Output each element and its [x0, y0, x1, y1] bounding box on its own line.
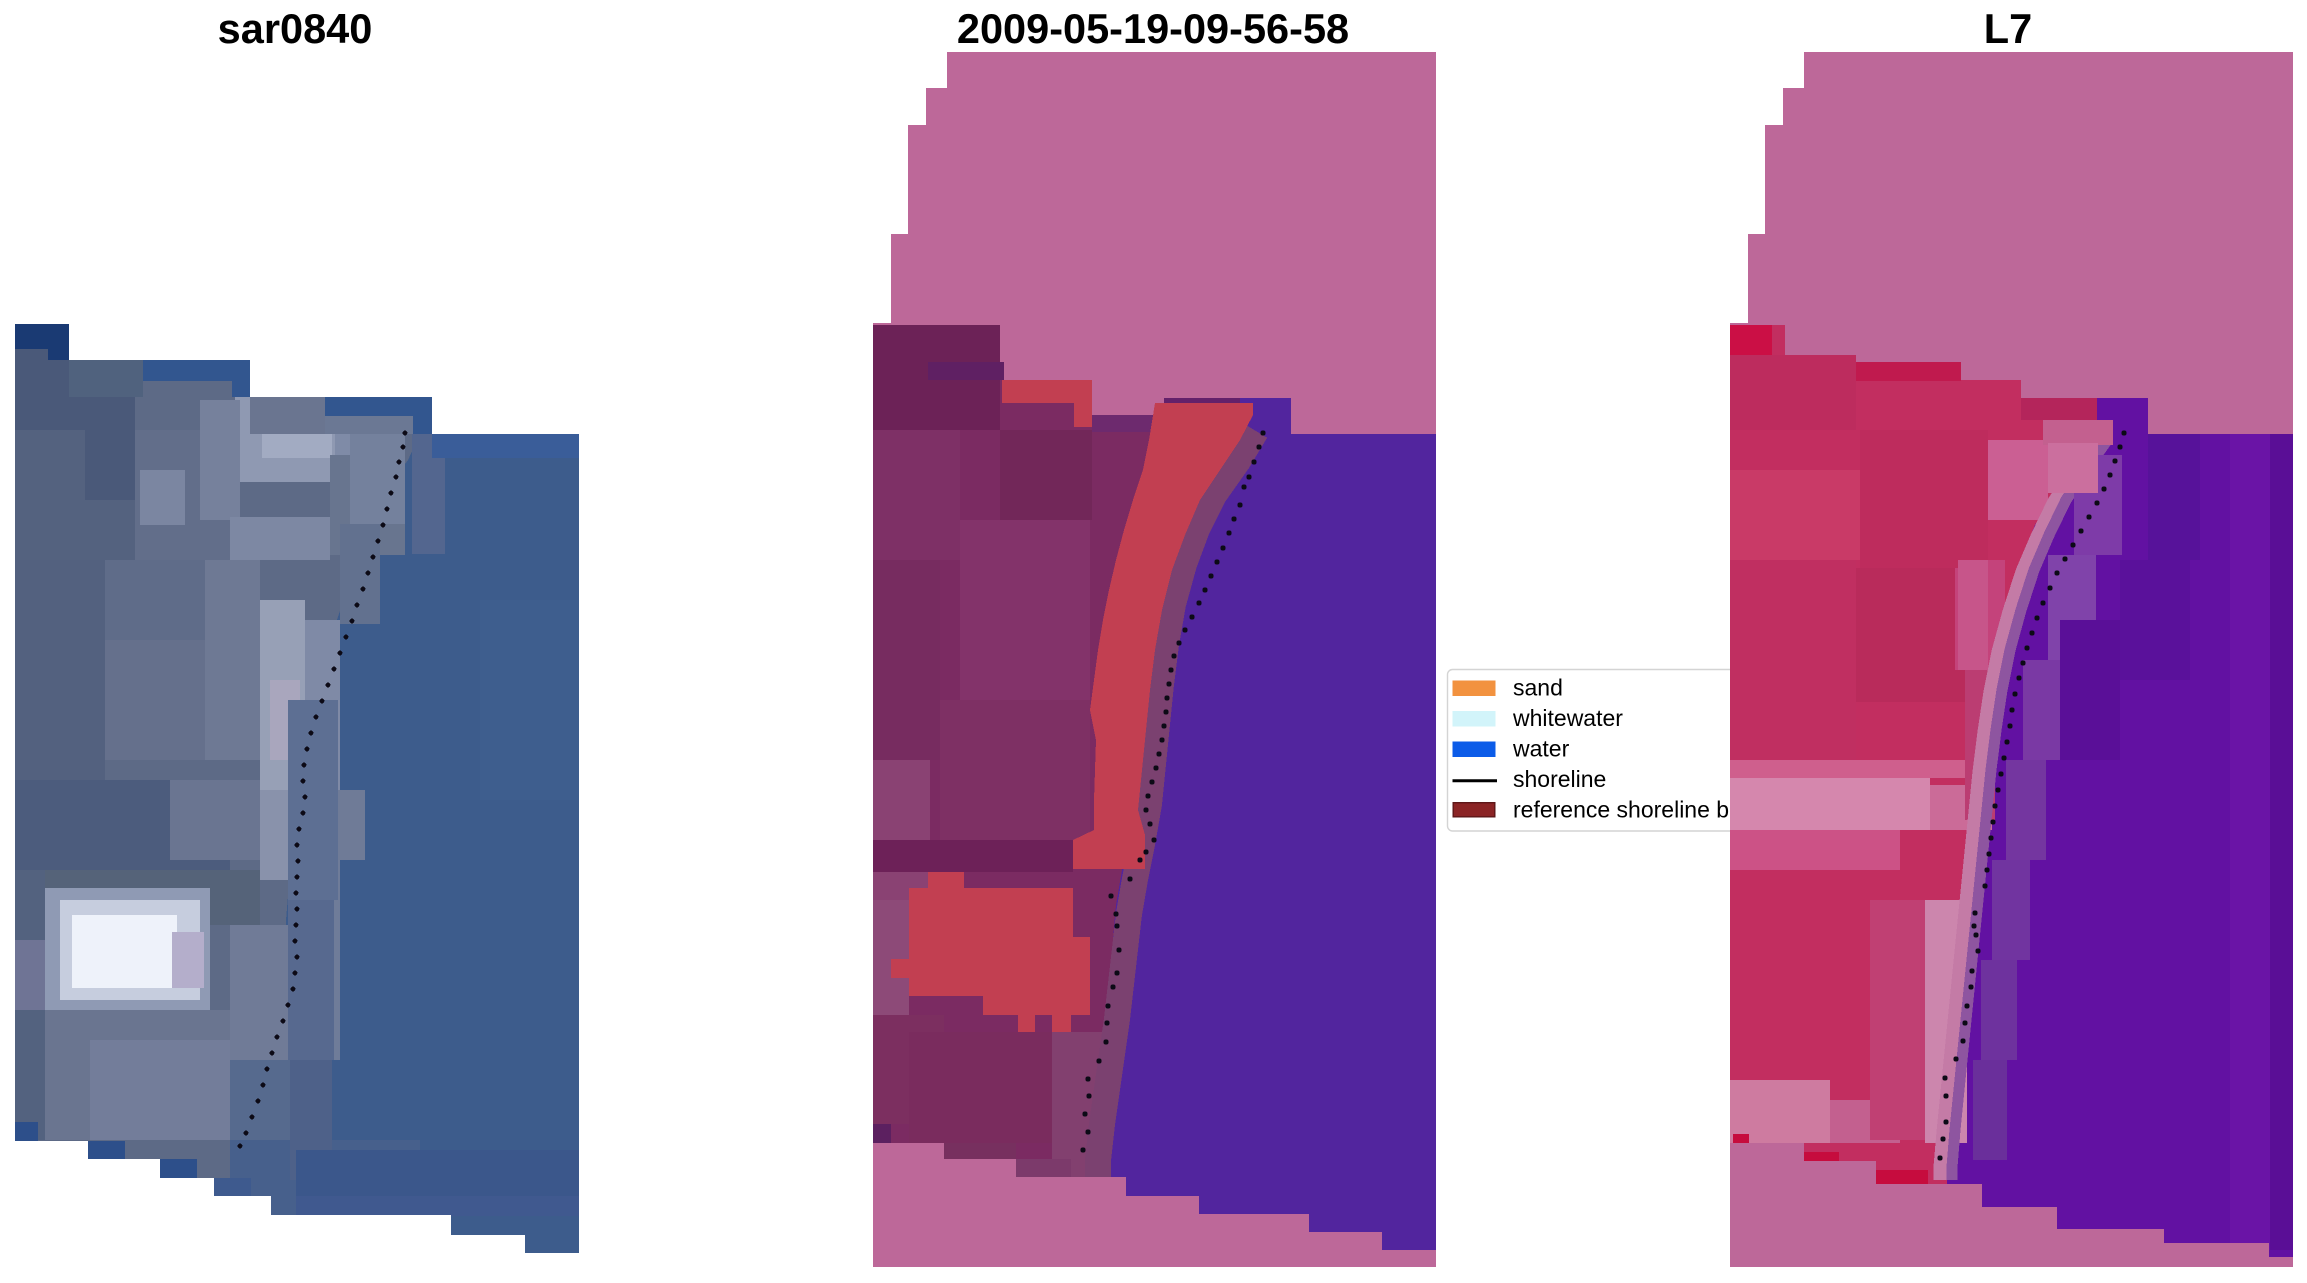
svg-text:sar0840: sar0840 [218, 5, 373, 52]
svg-text:2009-05-19-09-56-58: 2009-05-19-09-56-58 [957, 5, 1349, 52]
svg-text:whitewater: whitewater [1512, 705, 1623, 731]
svg-text:sand: sand [1513, 675, 1563, 701]
svg-text:L7: L7 [1984, 5, 2032, 52]
svg-text:water: water [1512, 736, 1570, 762]
svg-text:shoreline: shoreline [1513, 766, 1606, 792]
